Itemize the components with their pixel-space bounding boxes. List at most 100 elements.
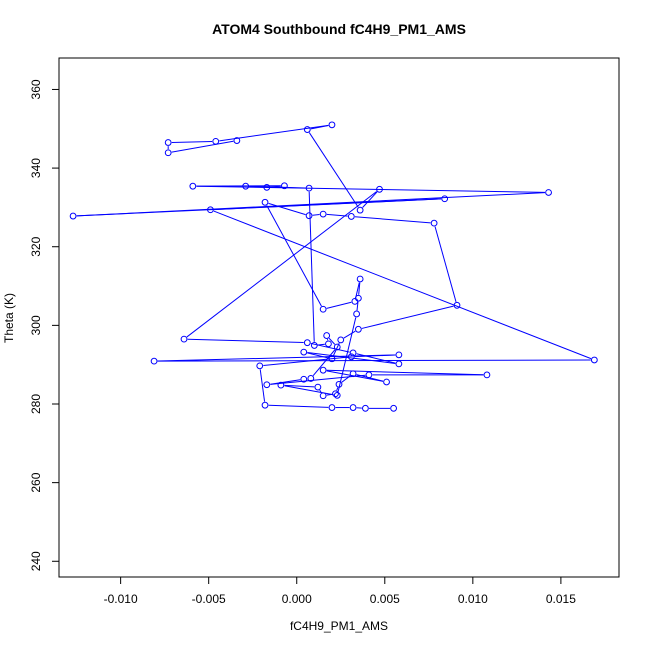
data-point <box>441 195 449 203</box>
data-point <box>353 310 361 318</box>
y-axis-label: Theta (K) <box>2 293 16 343</box>
plot-area <box>58 57 620 578</box>
data-point <box>362 404 369 412</box>
data-point <box>347 213 355 220</box>
data-point <box>277 381 285 389</box>
series-line-segment <box>307 352 396 364</box>
data-point <box>319 210 327 218</box>
data-point <box>300 375 308 383</box>
series-line-segment <box>308 132 359 208</box>
data-point <box>390 404 397 412</box>
x-tick-label: -0.010 <box>104 592 138 606</box>
series-line-segment <box>213 210 592 360</box>
y-tick-label: 360 <box>29 79 43 99</box>
series-line-segment <box>336 387 339 391</box>
series-line-segment <box>307 352 329 359</box>
data-point <box>242 182 250 190</box>
data-point <box>207 206 214 214</box>
data-point <box>337 336 345 344</box>
data-point <box>305 212 313 220</box>
data-point <box>395 351 403 359</box>
data-point <box>545 189 552 196</box>
series-line-segment <box>326 301 352 309</box>
chart-title: ATOM4 Southbound fC4H9_PM1_AMS <box>212 21 466 37</box>
series-line-segment <box>362 191 378 208</box>
series-line-segment <box>308 191 315 342</box>
series-line-segment <box>284 385 334 396</box>
y-tick-label: 320 <box>29 236 43 256</box>
data-point <box>319 392 327 400</box>
series-line-segment <box>312 213 320 216</box>
series-line-segment <box>186 191 377 338</box>
data-point <box>164 149 172 157</box>
series-line-segment <box>341 375 351 383</box>
series-line-segment <box>355 282 360 298</box>
y-tick-label: 260 <box>29 472 43 492</box>
data-point <box>164 139 172 146</box>
data-point <box>328 404 336 411</box>
data-point <box>328 355 336 363</box>
series-line-segment <box>259 369 266 402</box>
data-point <box>303 339 311 347</box>
data-point <box>347 353 355 361</box>
data-point <box>356 275 364 283</box>
series-line-segment <box>356 301 359 311</box>
data-point <box>356 206 364 214</box>
data-point <box>349 370 357 378</box>
series-line-segment <box>268 404 329 408</box>
data-point <box>189 182 197 190</box>
data-point <box>365 371 373 379</box>
series-line-segment <box>361 305 454 329</box>
data-point <box>328 121 336 129</box>
data-point <box>233 137 241 144</box>
data-point <box>453 301 461 309</box>
data-point <box>590 356 598 364</box>
x-axis: -0.010 -0.005 0.000 0.005 0.010 0.015 <box>104 577 576 606</box>
data-point <box>263 183 271 191</box>
data-point <box>383 378 390 386</box>
x-axis-label: fC4H9_PM1_AMS <box>290 619 388 633</box>
x-tick-label: -0.005 <box>192 592 226 606</box>
series-line-segment <box>284 384 315 388</box>
data-point <box>395 360 403 368</box>
data-point <box>261 198 269 206</box>
series-line-segment <box>196 185 545 193</box>
data-point <box>349 349 357 357</box>
data-point <box>351 297 359 305</box>
y-tick-label: 340 <box>29 158 43 178</box>
data-point <box>319 366 327 374</box>
data-point <box>307 375 315 382</box>
data-point <box>323 332 331 339</box>
series-line-segment <box>263 356 348 367</box>
data-point <box>319 305 327 313</box>
data-point <box>150 357 158 365</box>
series-line-segment <box>171 140 234 153</box>
series-line-segment <box>354 216 431 224</box>
series-line-segment <box>434 226 457 302</box>
data-point <box>333 343 341 351</box>
data-point <box>305 184 313 192</box>
series-line-segment <box>328 337 336 345</box>
data-point <box>325 340 332 348</box>
data-point <box>69 212 77 220</box>
series-line-segment <box>356 353 396 364</box>
data-point <box>300 348 308 356</box>
y-tick-label: 300 <box>29 315 43 335</box>
series-line-segment <box>187 338 304 344</box>
data-point <box>180 335 188 343</box>
series-line-segment <box>171 140 213 143</box>
data-point <box>430 219 438 227</box>
data-point <box>354 325 362 333</box>
data-point <box>281 182 288 190</box>
series-line-segment <box>76 192 545 217</box>
series-line-segment <box>249 185 306 189</box>
series-line-segment <box>157 354 396 362</box>
data-point <box>333 391 341 399</box>
data-point <box>376 185 383 193</box>
x-tick-label: 0.005 <box>370 592 400 606</box>
plot-frame <box>58 57 620 578</box>
y-axis: 240 260 280 300 320 340 360 <box>29 79 59 571</box>
x-tick-label: 0.000 <box>282 592 312 606</box>
